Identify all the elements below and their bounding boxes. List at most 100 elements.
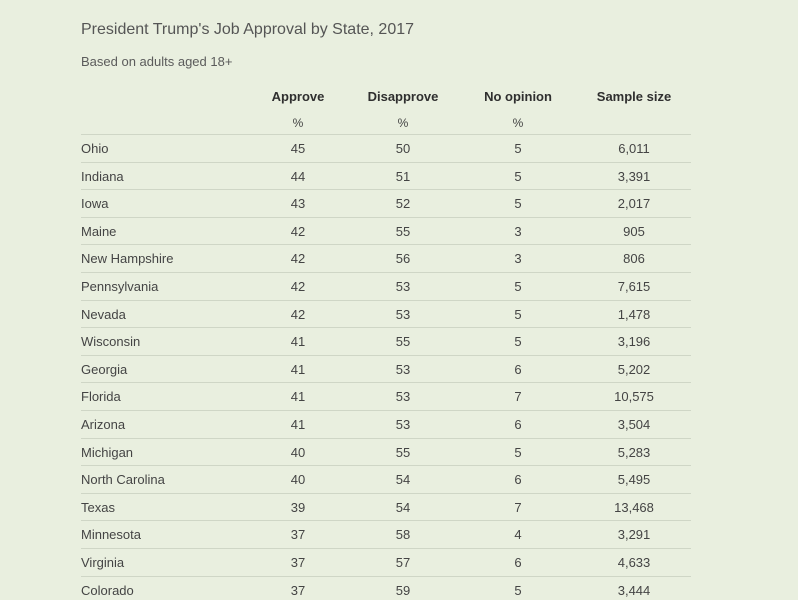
state-name: North Carolina <box>81 472 165 488</box>
cell-sample-size: 5,495 <box>617 472 651 488</box>
state-name: Georgia <box>81 361 128 377</box>
cell-disapprove: 53 <box>395 306 411 322</box>
state-name: Virginia <box>81 555 125 570</box>
table-row: Virginia 37 57 6 4,633 <box>81 548 691 576</box>
cell-no-opinion: 5 <box>514 196 522 212</box>
cell-sample-size: 806 <box>623 251 645 267</box>
cell-no-opinion: 7 <box>514 499 522 515</box>
state-name: Texas <box>81 499 115 515</box>
cell-sample-size: 5,283 <box>617 444 651 460</box>
table-row: Wisconsin 41 55 5 3,196 <box>81 327 691 355</box>
column-header-sample-size: Sample size <box>596 89 672 104</box>
column-header-no-opinion: No opinion <box>484 89 552 104</box>
cell-approve: 41 <box>290 361 306 377</box>
table-row: Florida 41 53 7 10,575 <box>81 382 691 410</box>
state-name: Michigan <box>81 444 134 460</box>
state-name: Colorado <box>81 582 134 598</box>
cell-no-opinion: 6 <box>514 361 522 377</box>
cell-approve: 37 <box>290 555 306 570</box>
cell-disapprove: 53 <box>395 279 411 294</box>
column-unit-no-opinion: % <box>512 116 524 130</box>
cell-no-opinion: 6 <box>514 555 522 570</box>
cell-no-opinion: 5 <box>514 168 522 184</box>
cell-no-opinion: 7 <box>514 389 522 405</box>
cell-sample-size: 1,478 <box>617 306 651 322</box>
table-row: Indiana 44 51 5 3,391 <box>81 161 691 190</box>
cell-disapprove: 52 <box>395 196 411 212</box>
state-name: Iowa <box>81 196 109 212</box>
table-row: Michigan 40 55 5 5,283 <box>81 437 691 466</box>
cell-sample-size: 3,444 <box>617 582 651 598</box>
chart-subtitle: Based on adults aged 18+ <box>81 54 233 69</box>
column-header-approve: Approve <box>271 89 325 104</box>
cell-no-opinion: 5 <box>514 141 522 156</box>
cell-no-opinion: 5 <box>514 306 522 322</box>
cell-disapprove: 54 <box>395 472 411 488</box>
chart-title: President Trump's Job Approval by State,… <box>81 21 415 38</box>
cell-approve: 42 <box>290 251 306 267</box>
cell-approve: 41 <box>290 389 306 405</box>
table-row: Colorado 37 59 5 3,444 <box>81 575 691 604</box>
cell-disapprove: 56 <box>395 251 411 267</box>
table-row: North Carolina 40 54 6 5,495 <box>81 465 691 493</box>
cell-disapprove: 50 <box>395 141 411 156</box>
cell-approve: 37 <box>290 527 306 543</box>
cell-disapprove: 53 <box>395 361 411 377</box>
cell-no-opinion: 6 <box>514 472 522 488</box>
table-row: Ohio 45 50 5 6,011 <box>81 134 691 162</box>
cell-sample-size: 7,615 <box>617 279 651 294</box>
cell-disapprove: 58 <box>395 527 411 543</box>
cell-disapprove: 55 <box>395 223 411 239</box>
state-name: Florida <box>81 389 121 405</box>
cell-sample-size: 6,011 <box>618 141 650 156</box>
table-row: Georgia 41 53 6 5,202 <box>81 354 691 383</box>
state-name: Wisconsin <box>81 334 141 350</box>
cell-approve: 41 <box>290 417 306 432</box>
column-unit-disapprove: % <box>397 116 409 130</box>
cell-disapprove: 59 <box>395 582 411 598</box>
cell-sample-size: 13,468 <box>614 499 654 515</box>
cell-approve: 37 <box>290 582 306 598</box>
cell-no-opinion: 3 <box>514 223 522 239</box>
column-unit-approve: % <box>292 116 304 130</box>
table-row: Nevada 42 53 5 1,478 <box>81 299 691 328</box>
cell-no-opinion: 5 <box>514 279 522 294</box>
cell-sample-size: 3,391 <box>617 168 651 184</box>
cell-approve: 40 <box>290 472 306 488</box>
cell-no-opinion: 4 <box>514 527 522 543</box>
cell-approve: 42 <box>290 306 306 322</box>
cell-approve: 42 <box>290 223 306 239</box>
table-row: Arizona 41 53 6 3,504 <box>81 410 691 438</box>
table-row: Maine 42 55 3 905 <box>81 216 691 245</box>
state-name: Arizona <box>81 417 126 432</box>
cell-sample-size: 2,017 <box>617 196 651 212</box>
cell-disapprove: 54 <box>395 499 411 515</box>
cell-approve: 45 <box>290 141 306 156</box>
state-name: Indiana <box>81 168 124 184</box>
cell-sample-size: 905 <box>623 223 645 239</box>
cell-disapprove: 51 <box>395 168 411 184</box>
table-row: Minnesota 37 58 4 3,291 <box>81 520 691 548</box>
cell-no-opinion: 3 <box>514 251 522 267</box>
cell-approve: 44 <box>290 168 306 184</box>
cell-no-opinion: 5 <box>514 334 522 350</box>
cell-sample-size: 3,504 <box>617 417 651 432</box>
table-row: Iowa 43 52 5 2,017 <box>81 189 691 217</box>
cell-approve: 43 <box>290 196 306 212</box>
state-name: New Hampshire <box>81 251 174 267</box>
state-name: Ohio <box>81 141 109 156</box>
cell-approve: 41 <box>290 334 306 350</box>
table-row: Pennsylvania 42 53 5 7,615 <box>81 272 691 300</box>
table-row: Texas 39 54 7 13,468 <box>81 492 691 521</box>
state-name: Pennsylvania <box>81 279 159 294</box>
cell-sample-size: 3,291 <box>617 527 651 543</box>
cell-sample-size: 5,202 <box>617 361 651 377</box>
state-name: Minnesota <box>81 527 141 543</box>
cell-no-opinion: 5 <box>514 582 522 598</box>
cell-disapprove: 55 <box>395 444 411 460</box>
cell-disapprove: 57 <box>395 555 411 570</box>
cell-disapprove: 53 <box>395 417 411 432</box>
cell-approve: 42 <box>290 279 306 294</box>
table-row: New Hampshire 42 56 3 806 <box>81 244 691 272</box>
